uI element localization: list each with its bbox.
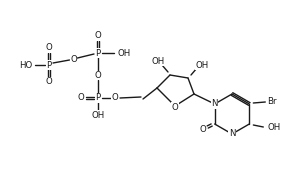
Text: O: O <box>78 94 84 102</box>
Text: N: N <box>212 100 218 108</box>
Text: O: O <box>70 54 77 64</box>
Text: OH: OH <box>118 48 131 58</box>
Text: P: P <box>95 94 101 102</box>
Text: Br: Br <box>267 98 277 106</box>
Text: O: O <box>95 31 101 41</box>
Text: OH: OH <box>267 122 281 132</box>
Text: O: O <box>95 71 101 80</box>
Text: N: N <box>229 130 235 139</box>
Text: OH: OH <box>91 110 105 120</box>
Text: OH: OH <box>151 56 165 66</box>
Text: O: O <box>172 102 178 112</box>
Text: O: O <box>46 78 52 86</box>
Text: P: P <box>95 48 101 58</box>
Text: O: O <box>199 124 206 134</box>
Text: O: O <box>112 94 119 102</box>
Text: O: O <box>46 43 52 52</box>
Text: OH: OH <box>195 60 209 70</box>
Text: HO: HO <box>19 60 32 70</box>
Text: P: P <box>46 60 52 70</box>
